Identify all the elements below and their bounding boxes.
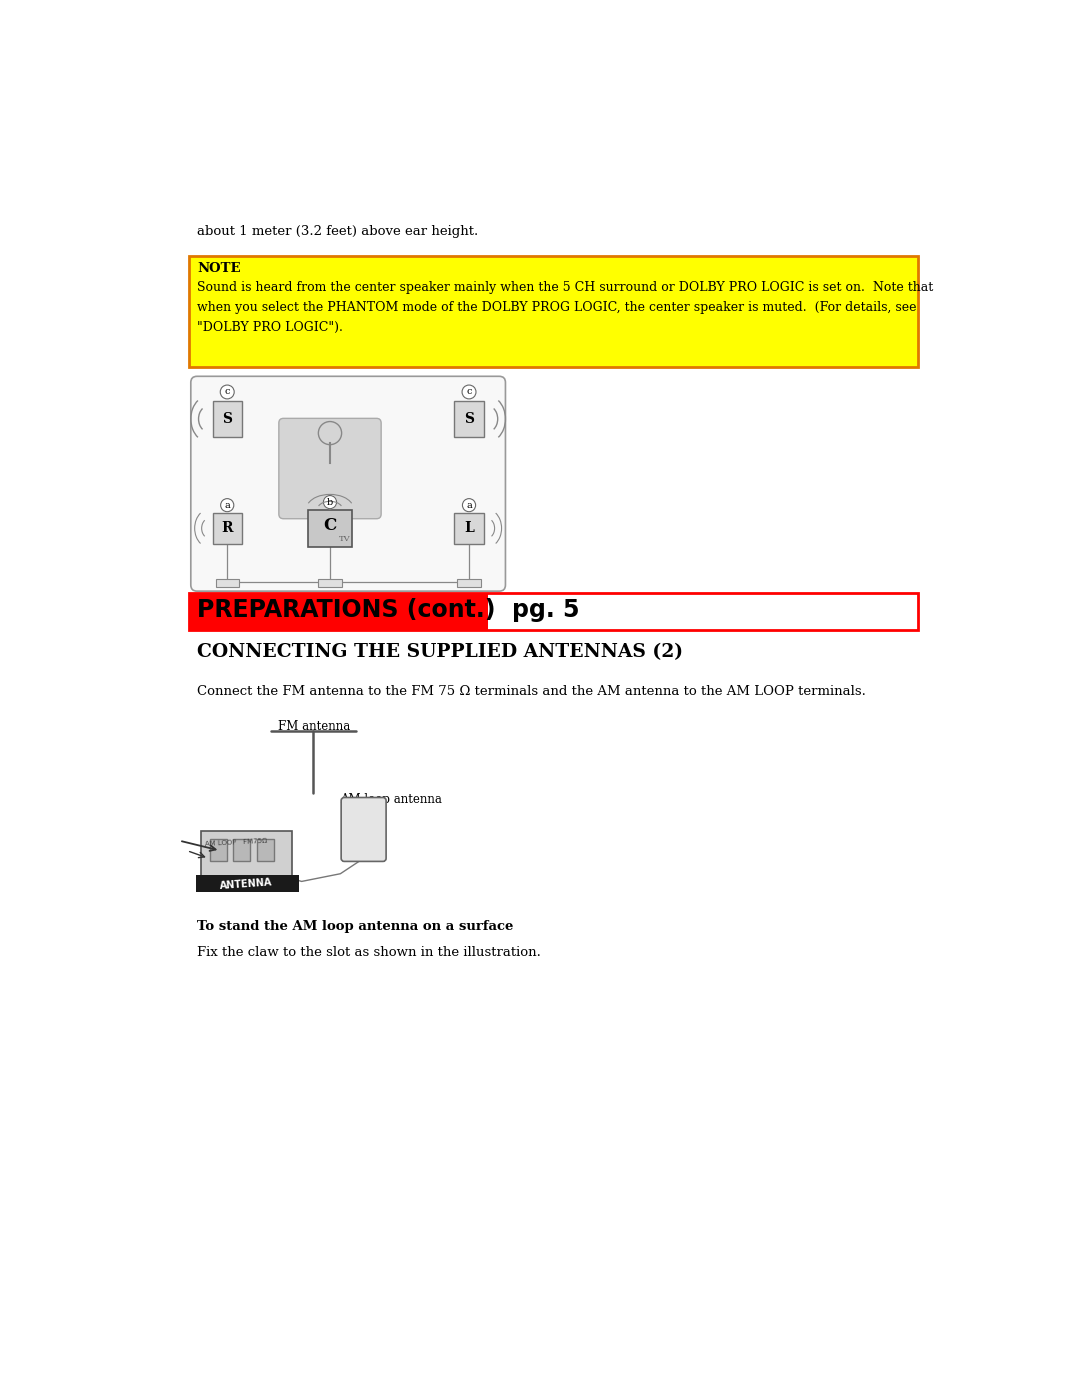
Text: FM antenna: FM antenna — [279, 719, 351, 733]
FancyBboxPatch shape — [341, 798, 387, 862]
Text: "DOLBY PRO LOGIC").: "DOLBY PRO LOGIC"). — [197, 321, 342, 334]
FancyBboxPatch shape — [201, 831, 292, 882]
Circle shape — [220, 499, 233, 511]
Text: PREPARATIONS (cont.)  pg. 5: PREPARATIONS (cont.) pg. 5 — [197, 598, 580, 622]
Circle shape — [319, 422, 341, 444]
Text: NOTE: NOTE — [197, 263, 241, 275]
FancyBboxPatch shape — [216, 578, 239, 587]
FancyBboxPatch shape — [189, 592, 918, 630]
Text: To stand the AM loop antenna on a surface: To stand the AM loop antenna on a surfac… — [197, 921, 513, 933]
Text: C: C — [323, 517, 337, 535]
FancyBboxPatch shape — [233, 840, 251, 861]
Circle shape — [323, 496, 337, 509]
Text: about 1 meter (3.2 feet) above ear height.: about 1 meter (3.2 feet) above ear heigh… — [197, 225, 478, 239]
Text: c: c — [225, 387, 230, 397]
FancyBboxPatch shape — [211, 840, 227, 861]
Circle shape — [462, 386, 476, 400]
FancyBboxPatch shape — [257, 840, 273, 861]
Text: a: a — [467, 500, 472, 510]
Text: TV: TV — [339, 535, 351, 543]
FancyBboxPatch shape — [319, 578, 341, 587]
Text: ANTENNA: ANTENNA — [219, 877, 273, 890]
Text: S: S — [222, 412, 232, 426]
FancyBboxPatch shape — [279, 418, 381, 518]
FancyBboxPatch shape — [213, 401, 242, 437]
FancyBboxPatch shape — [458, 578, 481, 587]
Text: a: a — [225, 500, 230, 510]
FancyBboxPatch shape — [455, 513, 484, 543]
Text: AM loop antenna: AM loop antenna — [340, 793, 442, 806]
Text: L: L — [464, 521, 474, 535]
Circle shape — [220, 386, 234, 400]
FancyBboxPatch shape — [189, 592, 488, 630]
FancyBboxPatch shape — [189, 256, 918, 367]
Text: Fix the claw to the slot as shown in the illustration.: Fix the claw to the slot as shown in the… — [197, 946, 541, 960]
FancyBboxPatch shape — [191, 376, 505, 591]
Circle shape — [462, 499, 475, 511]
Text: R: R — [221, 521, 233, 535]
Text: S: S — [464, 412, 474, 426]
FancyBboxPatch shape — [455, 401, 484, 437]
Text: c: c — [467, 387, 472, 397]
Text: AM LOOP   FM75Ω: AM LOOP FM75Ω — [205, 838, 268, 847]
FancyBboxPatch shape — [308, 510, 352, 546]
Text: Sound is heard from the center speaker mainly when the 5 CH surround or DOLBY PR: Sound is heard from the center speaker m… — [197, 281, 933, 293]
Text: CONNECTING THE SUPPLIED ANTENNAS (2): CONNECTING THE SUPPLIED ANTENNAS (2) — [197, 644, 683, 662]
FancyBboxPatch shape — [213, 513, 242, 543]
Text: when you select the PHANTOM mode of the DOLBY PROG LOGIC, the center speaker is : when you select the PHANTOM mode of the … — [197, 300, 917, 314]
FancyBboxPatch shape — [197, 876, 299, 893]
Text: b: b — [327, 497, 333, 507]
Text: Connect the FM antenna to the FM 75 Ω terminals and the AM antenna to the AM LOO: Connect the FM antenna to the FM 75 Ω te… — [197, 685, 866, 698]
